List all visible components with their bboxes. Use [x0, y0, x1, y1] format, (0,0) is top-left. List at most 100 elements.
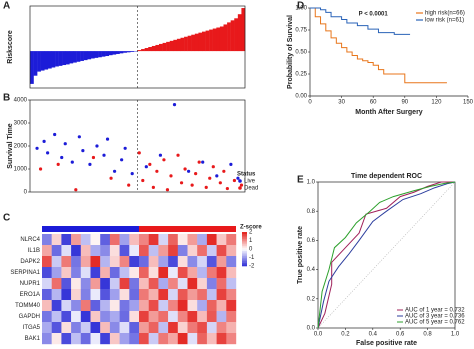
- cell: [42, 311, 52, 323]
- bar: [73, 51, 77, 63]
- legend-label: AUC of 5 year = 0.762: [405, 320, 465, 326]
- point: [38, 167, 43, 171]
- bar: [119, 51, 124, 54]
- point: [162, 158, 166, 162]
- cell: [187, 311, 198, 323]
- cell: [80, 267, 91, 279]
- cell: [100, 267, 111, 279]
- bar: [105, 51, 110, 57]
- point: [35, 146, 39, 150]
- cell: [168, 333, 178, 345]
- y-axis-label: True positive rate: [297, 226, 304, 284]
- cell: [61, 245, 72, 257]
- legend-title: Z-score: [240, 225, 262, 231]
- cell: [148, 234, 159, 246]
- bar: [155, 44, 160, 52]
- cell: [197, 333, 208, 345]
- point: [229, 162, 233, 166]
- y-tick-label: 1.0: [307, 180, 316, 186]
- legend-gradient: [242, 245, 247, 248]
- cell: [51, 267, 62, 279]
- bar: [65, 51, 70, 65]
- cell: [51, 245, 62, 257]
- cell: [216, 322, 227, 334]
- point: [179, 181, 184, 185]
- cell: [100, 333, 111, 345]
- point: [109, 176, 113, 180]
- cell: [148, 256, 159, 268]
- y-axis-label: Probability of Survival: [287, 15, 294, 89]
- cell: [226, 267, 237, 279]
- cell: [119, 256, 130, 268]
- point: [88, 162, 92, 166]
- cell: [100, 256, 111, 268]
- x-tick-label: 90: [401, 100, 408, 106]
- cell: [158, 256, 169, 268]
- cell: [168, 278, 178, 290]
- bar: [162, 42, 167, 52]
- cell: [187, 300, 198, 312]
- cell: [100, 289, 111, 301]
- cell: [216, 256, 227, 268]
- legend-label: Dead: [244, 186, 258, 192]
- x-tick-label: 120: [431, 100, 442, 106]
- cell: [226, 234, 237, 246]
- x-tick-label: 0.4: [369, 332, 378, 338]
- bar: [94, 51, 99, 58]
- row-label: TOMM40: [15, 303, 41, 309]
- cell: [148, 278, 159, 290]
- point: [232, 178, 237, 183]
- cell: [51, 322, 62, 334]
- bar: [101, 51, 106, 57]
- row-label: ITGA5: [23, 325, 41, 331]
- cell: [168, 300, 178, 312]
- cell: [197, 289, 208, 301]
- cell: [71, 311, 81, 323]
- point: [151, 185, 155, 189]
- legend-gradient: [242, 262, 247, 265]
- plot-frame: [317, 181, 456, 329]
- bar: [90, 51, 95, 59]
- cell: [61, 300, 72, 312]
- legend-gradient: [242, 252, 247, 255]
- cell: [42, 245, 52, 257]
- cell: [80, 256, 91, 268]
- legend-gradient: [242, 233, 247, 236]
- legend-gradient: [242, 255, 247, 258]
- legend-gradient: [242, 260, 247, 263]
- cell: [61, 289, 72, 301]
- legend-gradient: [242, 264, 247, 267]
- cell: [129, 234, 140, 246]
- cell: [90, 322, 101, 334]
- cell: [129, 289, 140, 301]
- panel-letter: D: [297, 1, 304, 12]
- bar: [176, 38, 181, 52]
- cell: [187, 289, 198, 301]
- y-tick-label: 0.8: [307, 209, 316, 215]
- cell: [216, 289, 227, 301]
- point: [169, 174, 173, 178]
- legend-gradient: [242, 240, 247, 243]
- y-tick-label: 1000: [14, 167, 28, 173]
- cell: [177, 245, 188, 257]
- point: [190, 183, 194, 187]
- y-tick-label: 0.25: [295, 72, 307, 78]
- cell: [226, 311, 237, 323]
- row-label: NLRC4: [20, 237, 40, 243]
- bar: [241, 8, 246, 52]
- x-tick-label: 1.0: [451, 332, 460, 338]
- bar: [108, 51, 113, 56]
- cell: [139, 311, 149, 323]
- cell: [197, 256, 208, 268]
- panel-letter: A: [3, 1, 10, 12]
- cell: [216, 311, 227, 323]
- cell: [177, 333, 188, 345]
- point: [42, 139, 46, 143]
- cell: [71, 267, 81, 279]
- legend-gradient: [242, 242, 247, 245]
- point: [158, 153, 163, 157]
- cell: [129, 256, 140, 268]
- y-tick-label: 2000: [14, 144, 28, 150]
- reference-line: [317, 181, 456, 329]
- cell: [168, 289, 178, 301]
